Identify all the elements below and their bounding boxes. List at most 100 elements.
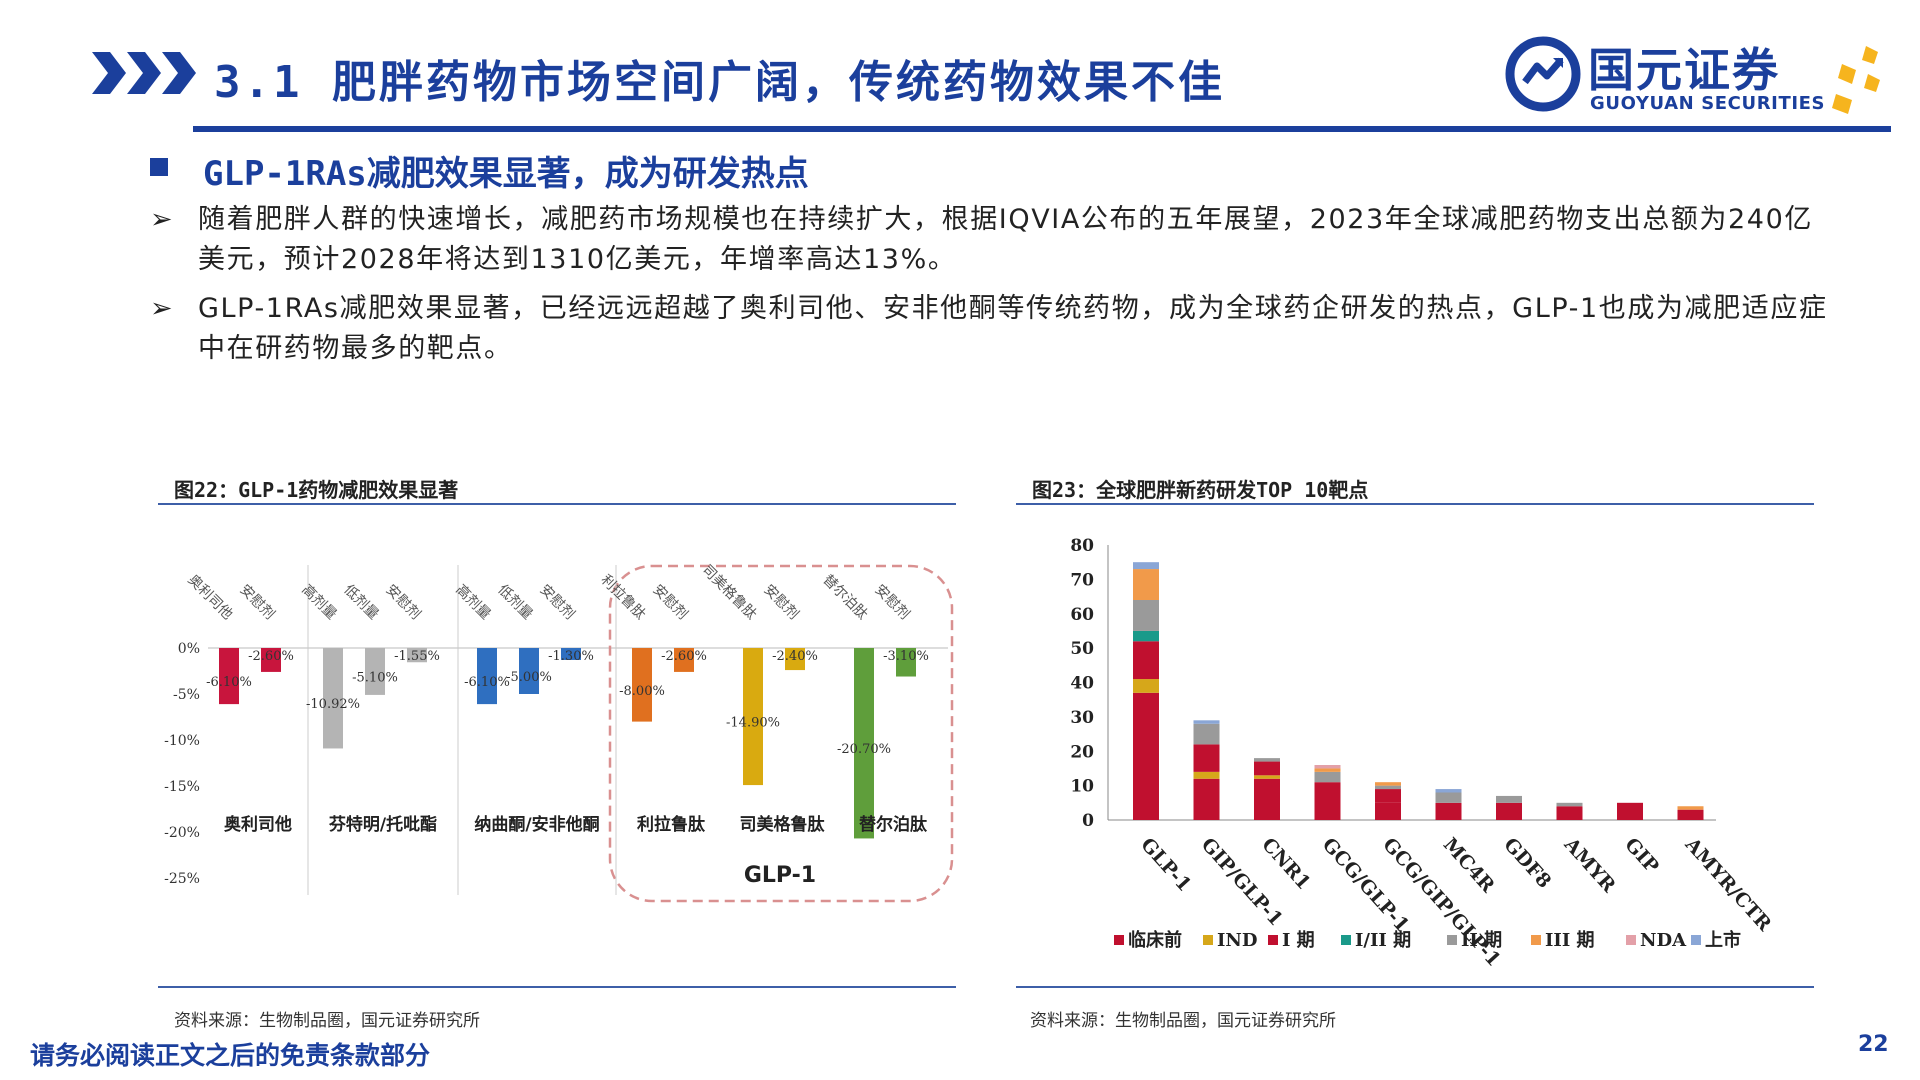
- y-tick-label: 70: [1070, 570, 1094, 590]
- bar-value-label: -1.30%: [548, 649, 594, 664]
- stack-segment: [1254, 758, 1280, 762]
- y-tick-label: -25%: [164, 871, 200, 887]
- bar-category-label: 替尔泊肽: [820, 572, 871, 623]
- stack-segment: [1133, 600, 1159, 631]
- bar: [743, 648, 763, 786]
- x-tick-label: AMYR: [1559, 833, 1620, 897]
- bar-value-label: -2.60%: [661, 649, 707, 664]
- chevron-arrows-icon: [92, 52, 196, 94]
- bar-category-label: 奥利司他: [185, 571, 237, 623]
- bullet-text: GLP-1RAs减肥效果显著，已经远远超越了奥利司他、安非他酮等传统药物，成为全…: [198, 293, 1828, 364]
- y-tick-label: 0%: [178, 641, 200, 657]
- header-divider: [193, 126, 1891, 132]
- bar: [407, 648, 427, 663]
- bar: [219, 648, 239, 705]
- y-tick-label: 20: [1070, 742, 1094, 762]
- bar: [477, 648, 497, 705]
- x-tick-label: GIP: [1620, 834, 1663, 878]
- x-tick-label: GDF8: [1499, 834, 1555, 893]
- glp1-highlight-label: GLP-1: [744, 863, 816, 888]
- section-square-icon: [150, 158, 168, 176]
- bar-value-label: -5.00%: [506, 670, 552, 685]
- y-tick-label: -15%: [164, 779, 200, 795]
- bar: [519, 648, 539, 694]
- y-tick-label: 10: [1070, 777, 1094, 797]
- logo-chinese-name: 国元证券: [1588, 43, 1780, 97]
- disclaimer-text: 请务必阅读正文之后的免责条款部分: [30, 1041, 431, 1070]
- legend-swatch: [1447, 935, 1457, 945]
- stack-segment: [1254, 761, 1280, 776]
- legend-label: III 期: [1545, 930, 1595, 951]
- stack-segment: [1314, 765, 1341, 769]
- arrow-bullet-icon: ➢: [150, 204, 173, 235]
- bar: [854, 648, 874, 839]
- group-name-label: 奥利司他: [224, 814, 292, 835]
- star-decoration-icon: [1832, 46, 1880, 114]
- legend-label: I 期: [1282, 930, 1315, 951]
- bar: [365, 648, 385, 695]
- bar-value-label: -3.10%: [883, 649, 929, 664]
- stack-segment: [1314, 771, 1341, 783]
- figure-23-top-rule: [1016, 503, 1814, 505]
- stack-segment: [1556, 806, 1583, 820]
- bar-value-label: -10.92%: [306, 697, 360, 712]
- legend-label: I/II 期: [1355, 930, 1411, 951]
- legend-label: 上市: [1705, 929, 1741, 951]
- legend-swatch: [1691, 935, 1701, 945]
- stack-segment: [1435, 802, 1462, 820]
- y-tick-label: 0: [1082, 811, 1094, 831]
- bar-category-label: 安慰剂: [871, 581, 913, 623]
- y-tick-label: -5%: [173, 687, 200, 703]
- legend-swatch: [1531, 935, 1541, 945]
- bullet-text: 随着肥胖人群的快速增长，减肥药市场规模也在持续扩大，根据IQVIA公布的五年展望…: [198, 204, 1813, 275]
- figure-23-caption: 图23：全球肥胖新药研发TOP 10靶点: [1032, 478, 1369, 502]
- figure-22-top-rule: [158, 503, 956, 505]
- bar: [632, 648, 652, 722]
- bar-value-label: -20.70%: [837, 742, 891, 757]
- stack-segment: [1496, 795, 1522, 803]
- stack-segment: [1375, 802, 1401, 820]
- y-tick-label: 30: [1070, 708, 1094, 728]
- legend-label: 临床前: [1128, 929, 1182, 951]
- stack-segment: [1375, 785, 1401, 790]
- bar-value-label: -2.60%: [248, 649, 294, 664]
- bar-value-label: -6.10%: [206, 675, 252, 690]
- bar-value-label: -14.90%: [726, 716, 780, 731]
- stack-segment: [1133, 630, 1159, 642]
- group-name-label: 利拉鲁肽: [637, 814, 706, 835]
- group-name-label: 司美格鲁肽: [740, 814, 826, 835]
- section-heading: GLP-1RAs减肥效果显著，成为研发热点: [203, 154, 809, 194]
- stack-segment: [1133, 692, 1159, 820]
- y-tick-label: 60: [1070, 605, 1094, 625]
- bar-value-label: -8.00%: [619, 684, 665, 699]
- bar-category-label: 低剂量: [340, 582, 381, 623]
- legend-swatch: [1268, 935, 1278, 945]
- bullet-point: ➢ 随着肥胖人群的快速增长，减肥药市场规模也在持续扩大，根据IQVIA公布的五年…: [150, 200, 1840, 280]
- legend-label: NDA: [1640, 930, 1687, 951]
- stack-segment: [1254, 778, 1280, 820]
- stack-segment: [1193, 778, 1220, 820]
- bar-category-label: 高剂量: [298, 581, 340, 623]
- y-tick-label: -10%: [164, 733, 200, 749]
- stack-segment: [1375, 789, 1401, 803]
- stack-segment: [1314, 782, 1341, 820]
- group-name-label: 纳曲酮/安非他酮: [474, 814, 599, 835]
- figure-23-bottom-rule: [1016, 986, 1814, 988]
- figure-23-source: 资料来源：生物制品圈，国元证券研究所: [1030, 1011, 1336, 1031]
- stack-segment: [1617, 802, 1643, 820]
- x-tick-label: AMYR/CTR: [1680, 833, 1776, 936]
- stack-segment: [1435, 789, 1462, 793]
- bar-category-label: 高剂量: [452, 581, 494, 623]
- y-tick-label: 50: [1070, 639, 1094, 659]
- bar: [674, 648, 694, 672]
- stack-segment: [1677, 806, 1704, 810]
- stack-segment: [1133, 562, 1159, 570]
- figure-22-bottom-rule: [158, 986, 956, 988]
- bar-category-label: 利拉鲁肽: [598, 572, 649, 623]
- page-number: 22: [1858, 1032, 1889, 1057]
- legend-label: IND: [1217, 930, 1257, 951]
- bar-category-label: 司美格鲁肽: [699, 562, 760, 623]
- stack-segment: [1133, 641, 1159, 680]
- legend-swatch: [1341, 935, 1351, 945]
- bar-value-label: -5.10%: [352, 670, 398, 685]
